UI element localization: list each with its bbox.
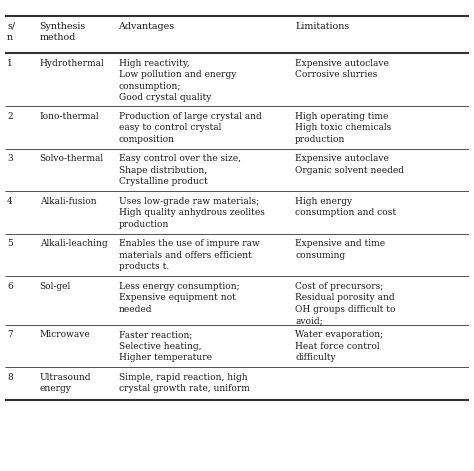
Text: Faster reaction;
Selective heating,
Higher temperature: Faster reaction; Selective heating, High… xyxy=(118,330,211,362)
Text: Enables the use of impure raw
materials and offers efficient
products t.: Enables the use of impure raw materials … xyxy=(118,239,259,271)
Text: 8: 8 xyxy=(7,373,13,382)
Text: Water evaporation;
Heat force control
difficulty: Water evaporation; Heat force control di… xyxy=(295,330,383,362)
Text: Expensive autoclave
Corrosive slurries: Expensive autoclave Corrosive slurries xyxy=(295,59,389,79)
Text: Ultrasound
energy: Ultrasound energy xyxy=(39,373,91,393)
Text: 1: 1 xyxy=(7,59,13,68)
Text: 4: 4 xyxy=(7,197,13,206)
Text: Expensive and time
consuming: Expensive and time consuming xyxy=(295,239,385,260)
Text: Advantages: Advantages xyxy=(118,22,175,31)
Text: High operating time
High toxic chemicals
production: High operating time High toxic chemicals… xyxy=(295,112,392,144)
Text: Uses low-grade raw materials;
High quality anhydrous zeolites
production: Uses low-grade raw materials; High quali… xyxy=(118,197,264,228)
Text: Microwave: Microwave xyxy=(39,330,91,339)
Text: Synthesis
method: Synthesis method xyxy=(39,22,86,42)
Text: Hydrothermal: Hydrothermal xyxy=(39,59,104,68)
Text: s/
n: s/ n xyxy=(7,22,15,42)
Text: High energy
consumption and cost: High energy consumption and cost xyxy=(295,197,396,217)
Text: Alkali-fusion: Alkali-fusion xyxy=(39,197,96,206)
Text: Production of large crystal and
easy to control crystal
composition: Production of large crystal and easy to … xyxy=(118,112,261,144)
Text: Simple, rapid reaction, high
crystal growth rate, uniform: Simple, rapid reaction, high crystal gro… xyxy=(118,373,249,393)
Text: Alkali-leaching: Alkali-leaching xyxy=(39,239,107,248)
Text: Expensive autoclave
Organic solvent needed: Expensive autoclave Organic solvent need… xyxy=(295,154,404,175)
Text: Cost of precursors;
Residual porosity and
OH groups difficult to
avoid;: Cost of precursors; Residual porosity an… xyxy=(295,282,396,325)
Text: 6: 6 xyxy=(7,282,13,291)
Text: Sol-gel: Sol-gel xyxy=(39,282,71,291)
Text: 2: 2 xyxy=(7,112,13,121)
Text: 3: 3 xyxy=(7,154,13,163)
Text: Less energy consumption;
Expensive equipment not
needed: Less energy consumption; Expensive equip… xyxy=(118,282,239,314)
Text: Iono-thermal: Iono-thermal xyxy=(39,112,99,121)
Text: Solvo-thermal: Solvo-thermal xyxy=(39,154,104,163)
Text: Easy control over the size,
Shape distribution,
Crystalline product: Easy control over the size, Shape distri… xyxy=(118,154,240,186)
Text: 7: 7 xyxy=(7,330,13,339)
Text: High reactivity,
Low pollution and energy
consumption;
Good crystal quality: High reactivity, Low pollution and energ… xyxy=(118,59,236,102)
Text: 5: 5 xyxy=(7,239,13,248)
Text: Limitations: Limitations xyxy=(295,22,349,31)
